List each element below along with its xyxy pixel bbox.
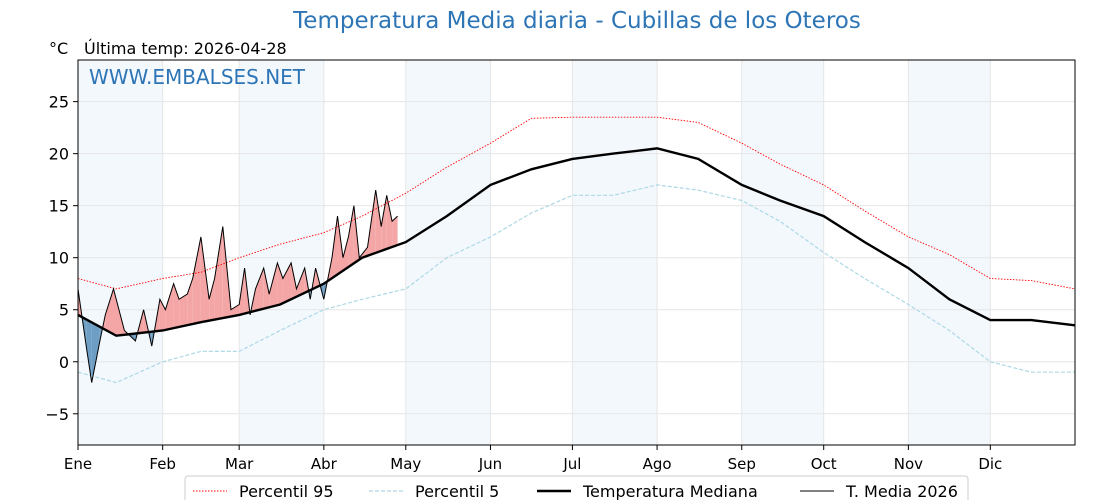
last-temp-label: Última temp: 2026-04-28 xyxy=(84,39,287,58)
month-band-0 xyxy=(78,60,163,445)
series-lines xyxy=(77,116,1076,384)
month-band-4 xyxy=(741,60,824,445)
above-median-fill xyxy=(209,278,215,321)
below-median-fill xyxy=(86,319,92,383)
x-tick-label-oct: Oct xyxy=(811,455,837,473)
above-median-fill xyxy=(392,216,398,247)
above-median-fill xyxy=(386,195,393,249)
legend-label-percentil-95: Percentil 95 xyxy=(239,482,334,500)
month-band-3 xyxy=(572,60,658,445)
above-median-fill xyxy=(231,304,240,317)
above-median-fill xyxy=(173,283,180,329)
x-tick-label-feb: Feb xyxy=(149,455,176,473)
above-median-fill xyxy=(291,262,297,300)
y-unit-label: °C xyxy=(49,39,69,58)
above-median-fill xyxy=(165,283,174,330)
above-median-fill xyxy=(269,262,278,308)
above-median-fill xyxy=(375,190,382,253)
series-line-t-media-2026 xyxy=(77,190,398,383)
series-line-temperatura-mediana xyxy=(77,147,1076,337)
above-median-fill xyxy=(337,216,343,275)
month-band-5 xyxy=(908,60,991,445)
watermark-text: WWW.EMBALSES.NET xyxy=(89,65,306,89)
y-axis-ticks: −5 0 5 10 15 20 25 xyxy=(45,93,78,424)
x-tick-label-abr: Abr xyxy=(311,455,338,473)
above-median-fill xyxy=(105,288,114,335)
above-median-fill xyxy=(192,236,201,324)
legend: Percentil 95 Percentil 5 Temperatura Media… xyxy=(184,475,969,500)
x-tick-label-dic: Dic xyxy=(978,455,1002,473)
y-tick-label: 10 xyxy=(49,249,69,268)
x-tick-label-ago: Ago xyxy=(643,455,672,473)
above-median-fill xyxy=(343,236,349,271)
above-median-fill xyxy=(255,268,264,311)
y-tick-label: 5 xyxy=(59,301,69,320)
month-bands xyxy=(78,60,991,445)
above-median-fill xyxy=(263,268,270,309)
x-axis-ticks: Ene Feb Mar Abr May Jun Jul Ago Sep Oct Nov Dic xyxy=(64,445,1002,473)
above-median-fill xyxy=(277,262,283,306)
y-tick-label: 15 xyxy=(49,197,69,216)
series-line-percentil-5 xyxy=(77,184,1075,384)
month-band-1 xyxy=(239,60,324,445)
x-tick-label-sep: Sep xyxy=(728,455,756,473)
month-band-2 xyxy=(405,60,491,445)
below-median-fill xyxy=(91,322,100,383)
above-median-fill xyxy=(332,216,338,279)
legend-box xyxy=(184,475,969,500)
plot-frame xyxy=(77,59,1076,446)
above-median-fill xyxy=(200,236,210,323)
chart-title: Temperatura Media diaria - Cubillas de l… xyxy=(293,8,861,34)
legend-label-t-media-2026: T. Media 2026 xyxy=(845,482,958,500)
y-tick-label: 20 xyxy=(49,145,69,164)
legend-label-temperatura-mediana: Temperatura Mediana xyxy=(582,482,758,500)
legend-label-percentil-5: Percentil 5 xyxy=(415,482,499,500)
above-median-fill xyxy=(348,205,354,267)
y-tick-label: −5 xyxy=(45,405,69,424)
x-tick-label-nov: Nov xyxy=(894,455,923,473)
x-tick-label-may: May xyxy=(390,455,421,473)
x-tick-label-jul: Jul xyxy=(562,455,581,473)
x-tick-label-jun: Jun xyxy=(478,455,502,473)
y-tick-label: 0 xyxy=(59,353,69,372)
y-tick-label: 25 xyxy=(49,93,69,112)
above-median-fill xyxy=(282,262,292,304)
x-tick-label-mar: Mar xyxy=(225,455,254,473)
above-median-fill xyxy=(179,294,188,327)
above-median-fill xyxy=(296,268,305,297)
x-tick-label-ene: Ene xyxy=(64,455,92,473)
above-median-fill xyxy=(187,278,193,326)
above-median-fill xyxy=(214,226,223,320)
above-median-fill xyxy=(381,195,387,251)
